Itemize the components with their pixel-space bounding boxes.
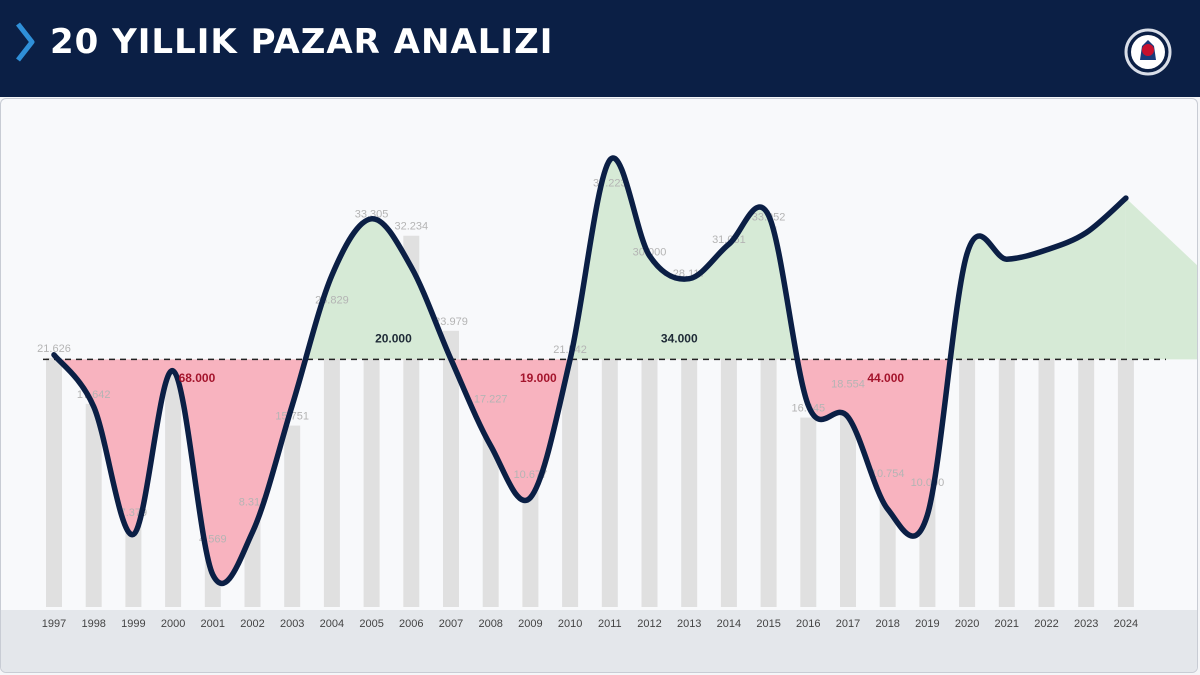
x-tick-label: 2011 [598,618,622,630]
x-tick-label: 2016 [796,618,820,630]
x-tick-label: 2003 [280,618,304,630]
surplus-gap-label: 34.000 [661,332,698,346]
bar-value-label: 8.313 [239,496,267,508]
bar-2024 [1117,359,1134,607]
deficit-gap-label: 68.000 [179,371,216,385]
bar-2010 [562,358,579,607]
x-tick-label: 2023 [1074,618,1098,630]
bar-2022 [1038,359,1055,607]
bar-value-label: 21.626 [37,343,71,355]
bar-2003 [284,425,301,607]
x-tick-label: 2024 [1114,618,1138,630]
x-tick-label: 2008 [478,618,502,630]
header-bar: 20 YILLIK PAZAR ANALIZI [0,0,1200,97]
x-tick-label: 2005 [359,618,383,630]
surplus-gap-label: 20.000 [375,332,412,346]
x-tick-label: 2006 [399,618,423,630]
bar-2021 [998,359,1015,607]
bar-2004 [323,309,340,607]
x-tick-label: 2015 [756,618,780,630]
trend-line [51,155,1129,586]
bar-2000 [165,365,182,607]
x-tick-label: 2014 [717,618,741,630]
deficit-area [54,359,1126,584]
x-tick-label: 2018 [875,618,899,630]
x-tick-label: 1997 [42,618,66,630]
bar-2017 [840,393,856,607]
bar-value-label: 32.234 [394,221,428,233]
bar-value-label: 15.751 [275,411,309,423]
x-tick-label: 2012 [637,618,661,630]
x-tick-label: 2019 [915,618,939,630]
bar-2016 [800,417,817,607]
x-tick-label: 2009 [518,618,542,630]
x-tick-label: 2002 [240,618,264,630]
x-tick-label: 2007 [439,618,463,630]
chart-panel: 21.626 17.642 7.379 4.569 8.313 15.751 25.829 3… [0,98,1198,673]
bar-value-label: 18.554 [831,378,865,390]
x-axis-band [1,610,1197,672]
bar-value-label: 10.000 [911,477,945,489]
x-tick-label: 1998 [81,618,105,630]
bar-value-label: 10.754 [871,468,905,480]
bar-2009 [522,484,539,607]
bar-value-label: 33.305 [355,208,389,220]
bar-value-label: 23.979 [434,316,468,328]
bar-2023 [1078,359,1095,607]
bar-1998 [85,403,102,607]
chevron-right-icon [16,22,35,62]
deficit-gap-label: 44.000 [867,371,904,385]
scania-griffin-logo [1124,28,1172,76]
x-tick-label: 2004 [320,618,344,630]
market-chart: 21.62617.6427.3794.5698.31315.75125.8293… [1,155,1197,672]
deficit-gap-label: 19.000 [520,371,557,385]
bar-2020 [959,336,976,607]
bar-1999 [125,522,142,607]
x-tick-label: 2013 [677,618,701,630]
page-title: 20 YILLIK PAZAR ANALIZI [50,22,554,62]
x-tick-label: 1999 [121,618,145,630]
x-tick-label: 2000 [161,618,185,630]
x-tick-label: 2022 [1034,618,1058,630]
x-tick-label: 2020 [955,618,979,630]
bar-2013 [681,283,698,607]
x-tick-label: 2001 [201,618,225,630]
x-tick-label: 2010 [558,618,582,630]
x-tick-label: 2021 [995,618,1019,630]
bar-1997 [46,357,62,607]
bar-2007 [443,330,459,607]
x-tick-label: 2017 [836,618,860,630]
bar-value-label: 17.227 [474,394,508,406]
surplus-tail-area [1125,198,1197,360]
